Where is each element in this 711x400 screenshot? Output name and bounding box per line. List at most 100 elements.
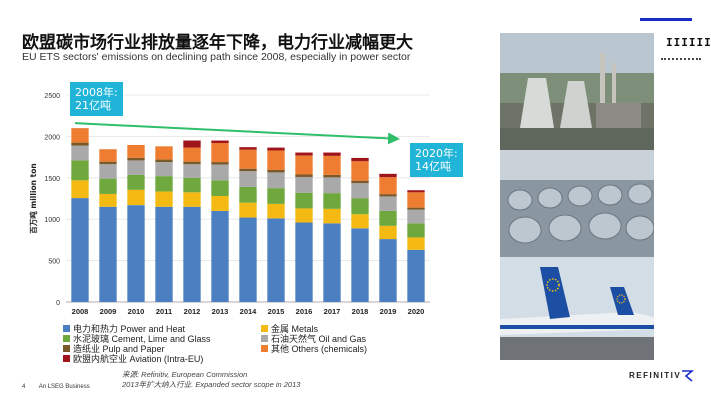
decorative-dotted-line <box>661 58 701 60</box>
bar-segment <box>407 209 425 224</box>
bar-segment <box>323 155 341 175</box>
bar-segment <box>323 208 341 224</box>
bar-segment <box>183 140 201 148</box>
bar-segment <box>323 193 341 209</box>
top-accent-bar <box>640 18 692 21</box>
x-tick-label: 2014 <box>240 307 258 316</box>
legend-label: 电力和热力 Power and Heat <box>73 324 186 334</box>
bar-segment <box>295 222 313 302</box>
bar-segment <box>155 159 173 163</box>
callout-2020-year: 2020年: <box>415 147 458 160</box>
legend-label: 造纸业 Pulp and Paper <box>73 344 165 354</box>
bar-segment <box>183 147 201 162</box>
legend-item: 欧盟内航空业 Aviation (Intra-EU) <box>63 352 203 365</box>
bar-segment <box>99 193 117 207</box>
bar-segment <box>211 143 229 163</box>
bar-segment <box>99 149 117 162</box>
bar-segment <box>379 177 397 195</box>
bar-segment <box>267 172 285 189</box>
footer: 4 An LSEG Business <box>22 384 102 390</box>
bar-segment <box>71 142 89 146</box>
bar-segment <box>239 168 257 172</box>
bar-segment <box>295 152 313 156</box>
legend-item: 石油天然气 Oil and Gas <box>261 332 366 345</box>
bar-segment <box>379 173 397 178</box>
trend-arrow <box>74 122 400 145</box>
bar-segment <box>71 180 89 199</box>
y-tick-label: 2500 <box>44 93 60 100</box>
bar-segment <box>99 161 117 165</box>
y-axis-label: 百万吨 million ton <box>28 163 38 233</box>
decorative-barcode: IIIIIII <box>666 36 711 49</box>
bar-segment <box>239 147 257 150</box>
legend-label: 其他 Others (chemicals) <box>271 344 368 354</box>
bar-segment <box>127 144 145 158</box>
bar-segment <box>407 190 425 193</box>
bar-segment <box>379 196 397 211</box>
x-tick-label: 2017 <box>324 307 341 316</box>
bar-segment <box>295 192 313 209</box>
callout-2008-year: 2008年: <box>75 86 118 99</box>
bar-segment <box>155 176 173 192</box>
x-tick-label: 2009 <box>100 307 117 316</box>
legend-label: 欧盟内航空业 Aviation (Intra-EU) <box>73 354 204 364</box>
callout-2020-value: 14亿吨 <box>415 160 451 173</box>
bar-segment <box>351 198 369 215</box>
steel-coils-photo <box>500 150 654 257</box>
legend-swatch <box>63 345 70 352</box>
bar-segment <box>407 237 425 250</box>
bar-segment <box>183 161 201 165</box>
aircraft-photo <box>500 257 654 360</box>
bar-segment <box>379 210 397 226</box>
bar-segment <box>211 180 229 197</box>
bar-segment <box>295 174 313 177</box>
bar-segment <box>183 192 201 207</box>
emissions-bar-chart: 0 500 1000 1500 2000 2500 2008 2009 2010 2011 2012… <box>28 93 430 316</box>
bar-segment <box>71 128 89 143</box>
bar-segment <box>239 171 257 187</box>
bar-segment <box>323 223 341 302</box>
y-tick-label: 1000 <box>44 217 60 224</box>
bar-segment <box>71 145 89 161</box>
page-title: 欧盟碳市场行业排放量逐年下降，电力行业减幅更大 <box>22 33 413 53</box>
bar-segment <box>267 203 285 219</box>
power-plant-photo <box>500 33 654 150</box>
callout-2020: 2020年: 14亿吨 <box>410 143 463 177</box>
y-tick-label: 0 <box>56 300 60 307</box>
bar-segment <box>351 214 369 229</box>
bar-segment <box>127 160 145 175</box>
bar-segment <box>155 191 173 207</box>
bar-segment <box>351 161 369 181</box>
bar-segment <box>239 149 257 169</box>
bar-segment <box>267 218 285 302</box>
x-tick-label: 2011 <box>156 307 172 316</box>
bar-segment <box>379 239 397 302</box>
legend-item: 金属 Metals <box>261 322 318 335</box>
x-tick-label: 2015 <box>268 307 285 316</box>
page-number: 4 <box>22 384 26 390</box>
bar-segment <box>71 198 89 302</box>
x-tick-label: 2010 <box>128 307 145 316</box>
bar-segment <box>99 178 117 194</box>
x-tick-label: 2012 <box>184 307 201 316</box>
bar-segment <box>155 162 173 177</box>
legend-swatch <box>261 325 268 332</box>
bar-segment <box>183 206 201 302</box>
bar-segment <box>99 164 117 179</box>
bar-segment <box>211 164 229 181</box>
bar-segment <box>211 210 229 302</box>
bar-segment <box>127 205 145 302</box>
bar-segment <box>267 150 285 170</box>
legend-swatch <box>261 345 268 352</box>
bar-segment <box>211 162 229 165</box>
legend-label: 石油天然气 Oil and Gas <box>271 334 367 344</box>
bar-segment <box>99 206 117 302</box>
bar-segment <box>183 177 201 193</box>
bar-segment <box>127 174 145 190</box>
legend-swatch <box>63 355 70 362</box>
company-tagline: An LSEG Business <box>38 384 90 390</box>
legend-swatch <box>63 325 70 332</box>
x-tick-label: 2020 <box>408 307 425 316</box>
legend-item: 水泥玻璃 Cement, Lime and Glass <box>63 332 211 345</box>
legend-swatch <box>63 335 70 342</box>
